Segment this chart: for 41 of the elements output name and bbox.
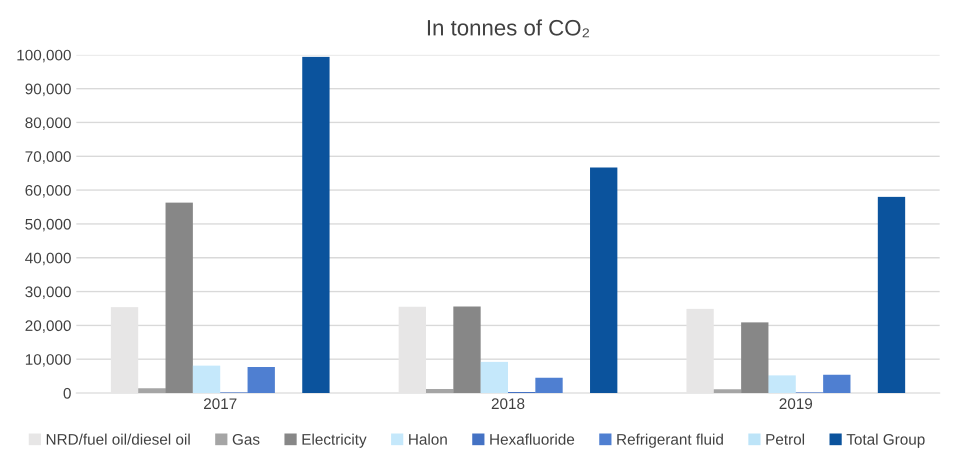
y-tick-label: 0 [64, 388, 71, 399]
y-tick-label: 40,000 [25, 252, 71, 266]
bar [398, 306, 426, 394]
x-tick-label: 2017 [204, 398, 236, 410]
bar [535, 378, 563, 394]
bar [138, 388, 166, 394]
x-tick-label: 2018 [492, 398, 524, 410]
legend-label: Petrol [766, 434, 804, 445]
bar [480, 362, 508, 394]
y-tick-label: 30,000 [25, 286, 71, 300]
bar [453, 306, 481, 394]
bar [248, 366, 275, 394]
bar [686, 308, 714, 394]
legend-label: Hexafluoride [490, 434, 574, 445]
y-tick-label: 10,000 [26, 354, 71, 367]
legend-label: Gas [232, 434, 260, 445]
y-tick-label: 90,000 [25, 84, 71, 96]
bar [302, 56, 330, 394]
y-tick-label: 100,000 [17, 50, 71, 62]
y-tick-label: 20,000 [26, 320, 71, 333]
bar [878, 196, 906, 394]
bar [110, 307, 138, 394]
legend-label: Electricity [302, 434, 367, 448]
legend-label: NRD/fuel oil/diesel oil [46, 434, 190, 445]
y-tick-label: 60,000 [26, 184, 71, 198]
x-tick-label: 2019 [780, 398, 812, 410]
bar [741, 322, 768, 394]
bar [823, 374, 850, 394]
bar [590, 167, 618, 394]
legend-label: Refrigerant fluid [617, 434, 723, 448]
chart-title: In tonnes of CO₂ [428, 19, 590, 38]
y-tick-label: 70,000 [26, 151, 71, 164]
y-tick-label: 80,000 [25, 117, 71, 130]
bar [192, 366, 220, 394]
legend-label: Total Group [846, 434, 925, 448]
bar [166, 202, 193, 394]
bar [714, 389, 742, 394]
legend-label: Halon [409, 434, 447, 445]
bar [768, 375, 796, 394]
y-tick-label: 50,000 [25, 218, 71, 232]
bar [426, 388, 454, 394]
